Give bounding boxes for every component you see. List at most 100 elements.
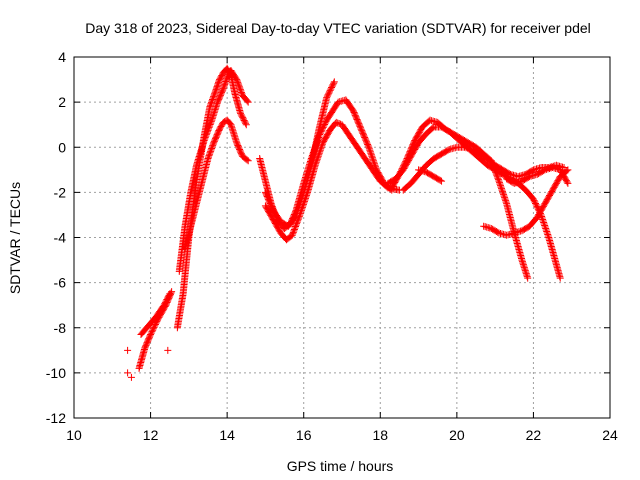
data-point [531,198,539,206]
data-point [242,121,250,129]
data-point [541,223,549,231]
data-point [205,153,213,161]
data-point [210,93,218,101]
data-point [436,176,444,184]
y-tick-label: -6 [54,275,67,291]
data-point [166,290,174,298]
y-tick-label: -10 [46,365,66,381]
data-point [532,201,540,209]
series-isolated-points [124,346,172,381]
data-point [325,89,333,97]
data-point [326,86,334,94]
y-tick-label: -8 [54,320,67,336]
data-point [323,92,331,100]
data-point [556,274,564,282]
data-point [206,103,214,111]
data-point [335,120,343,128]
data-point [147,331,155,339]
data-point [234,80,242,88]
data-point [209,94,217,102]
data-point [564,166,572,174]
data-point [235,83,243,91]
data-point [532,199,540,207]
data-point [370,160,378,168]
data-point [328,82,336,90]
data-point [295,202,303,210]
data-point [294,217,302,225]
data-point [292,221,300,229]
data-point [501,195,509,203]
data-point [297,196,305,204]
data-point [124,346,132,354]
data-point [208,144,216,152]
data-point [201,135,209,143]
data-point [211,90,219,98]
data-point [540,220,548,228]
x-tick-label: 22 [526,427,542,443]
data-point [318,142,326,150]
data-point [210,91,218,99]
data-point [293,209,301,217]
data-point [544,230,552,238]
data-point [208,97,216,105]
data-point [524,274,532,282]
data-point [207,119,215,127]
data-point [364,142,372,150]
data-point [495,177,503,185]
data-point [236,86,244,94]
data-point [244,157,252,165]
data-point [318,140,326,148]
data-point [367,149,375,157]
data-layer [124,64,572,381]
data-point [540,218,548,226]
data-point [206,101,214,109]
data-point [209,142,217,150]
data-point [368,154,376,162]
plot-frame [73,56,611,419]
data-point [501,194,509,202]
data-point [296,200,304,208]
data-point [366,148,374,156]
data-point [327,85,335,93]
data-point [533,202,541,210]
data-point [205,123,213,131]
x-axis-title: GPS time / hours [287,458,394,474]
data-point [164,346,172,354]
y-tick-label: -12 [46,410,66,426]
data-point [206,149,214,157]
data-point [206,122,214,130]
data-point [334,119,342,127]
series-track-2 [137,290,174,339]
data-point [288,231,296,239]
data-point [203,128,211,136]
data-point [298,193,306,201]
data-point [438,177,446,185]
data-point [243,156,251,164]
data-point [366,146,374,154]
data-point [127,373,135,381]
data-point [324,91,332,99]
data-point [209,95,217,103]
data-point [293,218,301,226]
data-point [233,76,241,84]
data-point [500,192,508,200]
data-point [293,220,301,228]
data-point [317,143,325,151]
data-point [368,152,376,160]
data-point [542,224,550,232]
data-point [325,88,333,96]
data-point [530,197,538,205]
series-track-11 [399,143,568,194]
data-point [298,194,306,202]
data-point [543,227,551,235]
series-track-8 [261,78,338,230]
series-track-12 [415,166,446,185]
data-point [498,185,506,193]
data-point [205,152,213,160]
data-point [365,145,373,153]
data-point [498,186,506,194]
data-point [296,199,304,207]
data-point [211,88,219,96]
data-point [497,183,505,191]
